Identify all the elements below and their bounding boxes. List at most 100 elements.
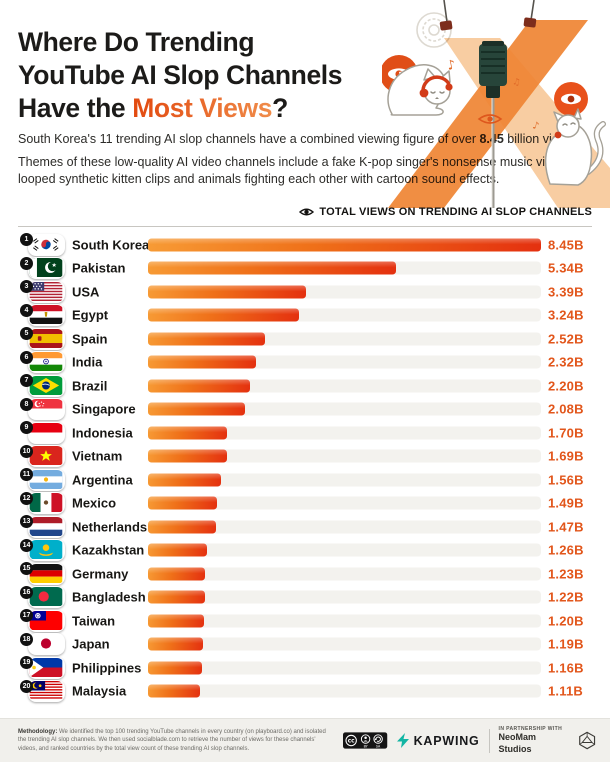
kapwing-wordmark: KAPWING bbox=[413, 733, 480, 748]
value-label: 1.69B bbox=[548, 448, 584, 464]
bar-track bbox=[148, 661, 541, 675]
flag-vn-icon bbox=[28, 445, 65, 467]
rank-badge: 10 bbox=[20, 444, 33, 458]
flag-de-icon bbox=[28, 562, 65, 585]
eye-outline-icon bbox=[477, 114, 503, 124]
country-label: Netherlands bbox=[72, 519, 148, 535]
footer: Methodology: We identified the top 100 t… bbox=[0, 718, 610, 762]
value-label: 1.22B bbox=[548, 589, 584, 605]
divider-line bbox=[18, 226, 592, 227]
country-label: Pakistan bbox=[72, 260, 126, 276]
bar-track bbox=[148, 355, 541, 369]
country-label: Taiwan bbox=[72, 613, 116, 629]
flag-es-icon bbox=[28, 327, 65, 350]
bar-fill bbox=[148, 661, 202, 675]
flag-kz-icon bbox=[28, 539, 65, 561]
value-label: 8.45B bbox=[548, 237, 584, 253]
bar-track bbox=[148, 261, 541, 275]
chart-row: 12 Mexico 1.49B bbox=[0, 491, 610, 516]
bar-track bbox=[148, 285, 541, 299]
rank-badge: 20 bbox=[20, 679, 33, 693]
country-label: Bangladesh bbox=[72, 589, 146, 605]
rank-badge: 1 bbox=[20, 233, 33, 246]
svg-text:♫: ♫ bbox=[511, 77, 521, 88]
bar-track bbox=[148, 308, 541, 322]
chart-row: 2 Pakistan 5.34B bbox=[0, 256, 610, 281]
value-label: 3.39B bbox=[548, 284, 584, 300]
country-label: Germany bbox=[72, 566, 129, 582]
chart-rows: 1 South Korea 8.45B 2 Pakistan 5.34B 3 USA 3.39B… bbox=[0, 233, 610, 703]
svg-text:♪: ♪ bbox=[531, 120, 540, 132]
bar-track bbox=[148, 637, 541, 651]
rank-badge: 8 bbox=[20, 397, 33, 411]
title-line2: YouTube AI Slop Channels bbox=[18, 59, 343, 90]
chart-row: 8 Singapore 2.08B bbox=[0, 397, 610, 422]
bar-track bbox=[148, 614, 541, 628]
chart-row: 13 Netherlands 1.47B bbox=[0, 515, 610, 539]
chart-row: 17 Taiwan 1.20B bbox=[0, 609, 610, 633]
value-label: 1.47B bbox=[548, 519, 584, 535]
kapwing-logo: KAPWING bbox=[396, 733, 480, 748]
rank-badge: 2 bbox=[20, 256, 33, 270]
neomam-dice-icon bbox=[578, 731, 595, 750]
flag-us-icon bbox=[28, 280, 65, 303]
flag-in-icon bbox=[28, 351, 65, 373]
rank-badge: 13 bbox=[20, 515, 33, 528]
flag-br-icon bbox=[28, 374, 65, 397]
bar-fill bbox=[148, 684, 200, 698]
value-label: 2.52B bbox=[548, 331, 584, 347]
wire-clamps bbox=[439, 0, 537, 31]
flag-mx-icon bbox=[28, 492, 65, 514]
rank-badge: 4 bbox=[20, 303, 33, 317]
value-label: 1.11B bbox=[548, 683, 583, 699]
rank-badge: 16 bbox=[20, 585, 33, 599]
methodology-label: Methodology: bbox=[18, 728, 58, 735]
bar-track bbox=[148, 520, 541, 534]
country-label: Singapore bbox=[72, 401, 136, 417]
country-label: USA bbox=[72, 284, 100, 300]
rank-badge: 15 bbox=[20, 562, 33, 575]
bar-fill bbox=[148, 543, 207, 557]
chart-row: 18 Japan 1.19B bbox=[0, 632, 610, 657]
flag-pk-icon bbox=[28, 257, 65, 279]
bar-track bbox=[148, 379, 541, 393]
page-title: Where Do Trending YouTube AI Slop Channe… bbox=[18, 26, 408, 125]
value-label: 1.19B bbox=[548, 636, 584, 652]
country-label: India bbox=[72, 354, 103, 370]
value-label: 2.08B bbox=[548, 401, 584, 417]
value-label: 1.49B bbox=[548, 495, 584, 511]
methodology-body: We identified the top 100 trending YouTu… bbox=[18, 728, 326, 752]
svg-text:cc: cc bbox=[348, 739, 355, 745]
bar-fill bbox=[148, 614, 204, 628]
flag-nl-icon bbox=[28, 515, 65, 538]
partnership-label: IN PARTNERSHIP WITH bbox=[498, 726, 563, 733]
rank-badge: 19 bbox=[20, 656, 33, 669]
value-label: 2.20B bbox=[548, 378, 584, 394]
bar-track bbox=[148, 590, 541, 604]
methodology-text: Methodology: We identified the top 100 t… bbox=[18, 728, 333, 753]
bar-track bbox=[148, 426, 541, 440]
chart-row: 6 India 2.32B bbox=[0, 350, 610, 375]
bar-track bbox=[148, 402, 541, 416]
bar-track bbox=[148, 496, 541, 510]
value-label: 1.23B bbox=[548, 566, 584, 582]
bar-track bbox=[148, 238, 541, 252]
svg-text:♪: ♪ bbox=[446, 58, 457, 74]
value-label: 1.16B bbox=[548, 660, 584, 676]
country-label: Egypt bbox=[72, 307, 109, 323]
flag-tw-icon bbox=[28, 609, 65, 632]
kapwing-bolt-icon bbox=[396, 733, 409, 748]
flag-my-icon bbox=[28, 680, 65, 702]
bar-fill bbox=[148, 238, 541, 252]
chart-row: 3 USA 3.39B bbox=[0, 280, 610, 304]
value-label: 1.20B bbox=[548, 613, 584, 629]
rank-badge: 5 bbox=[20, 327, 33, 340]
country-label: South Korea bbox=[72, 237, 150, 253]
cat-sitting-illustration bbox=[544, 108, 606, 186]
bar-track bbox=[148, 449, 541, 463]
headphones-icon bbox=[419, 75, 453, 98]
flag-jp-icon bbox=[28, 633, 65, 655]
intro-prefix: South Korea's 11 trending AI slop channe… bbox=[18, 132, 480, 146]
bar-fill bbox=[148, 496, 218, 510]
country-label: Philippines bbox=[72, 660, 142, 676]
